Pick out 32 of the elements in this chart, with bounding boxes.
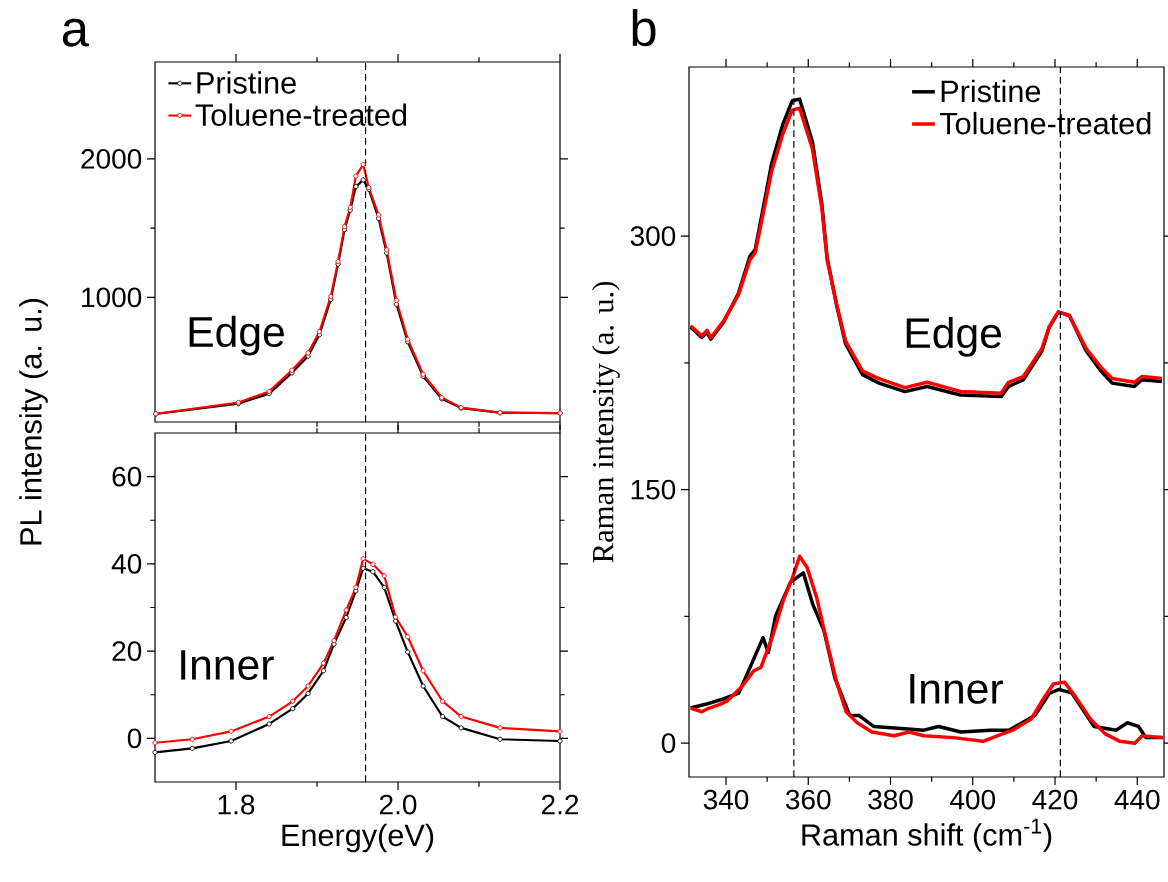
x-tick-label: 340 [703,789,749,810]
y-axis-title: Raman intensity (a. u.) [591,281,620,563]
y-tick-label: 1000 [82,287,142,308]
y-tick-label: 0 [661,733,676,754]
annotation: Inner [181,650,274,680]
x-tick-label: 420 [1032,789,1078,810]
y-tick-label: 40 [111,553,142,574]
y-tick-label: 300 [630,226,676,246]
x-tick-label: 360 [785,789,831,810]
annotation: Inner [910,674,1003,704]
annotation: Edge [906,316,1002,357]
x-axis-title: Raman shift (cm$^{-1}$) [802,818,1052,852]
y-tick-label: 20 [112,641,142,662]
x-tick-label: 440 [1114,789,1160,810]
legend-label: Toluene-treated [195,103,407,126]
legend-label: Pristine [197,71,296,94]
x-tick-label: 380 [868,789,913,810]
y-tick-label: 0 [127,728,142,749]
x-tick-label: 2.2 [541,794,579,815]
y-tick-label: 2000 [81,149,142,169]
x-axis-title: Energy(eV) [282,823,434,853]
x-tick-label: 2.0 [379,794,417,815]
legend-label: Toluene-treated [939,111,1151,135]
chart-title: b [632,9,656,47]
x-tick-label: 400 [950,789,996,810]
y-tick-label: 60 [112,466,142,487]
legend-label: Pristine [941,79,1041,103]
y-axis-title: PL intensity (a. u.) [19,298,48,545]
annotation: Edge [189,315,284,356]
x-tick-label: 1.8 [218,794,255,815]
chart-title: a [62,18,89,47]
y-tick-label: 150 [631,479,676,500]
